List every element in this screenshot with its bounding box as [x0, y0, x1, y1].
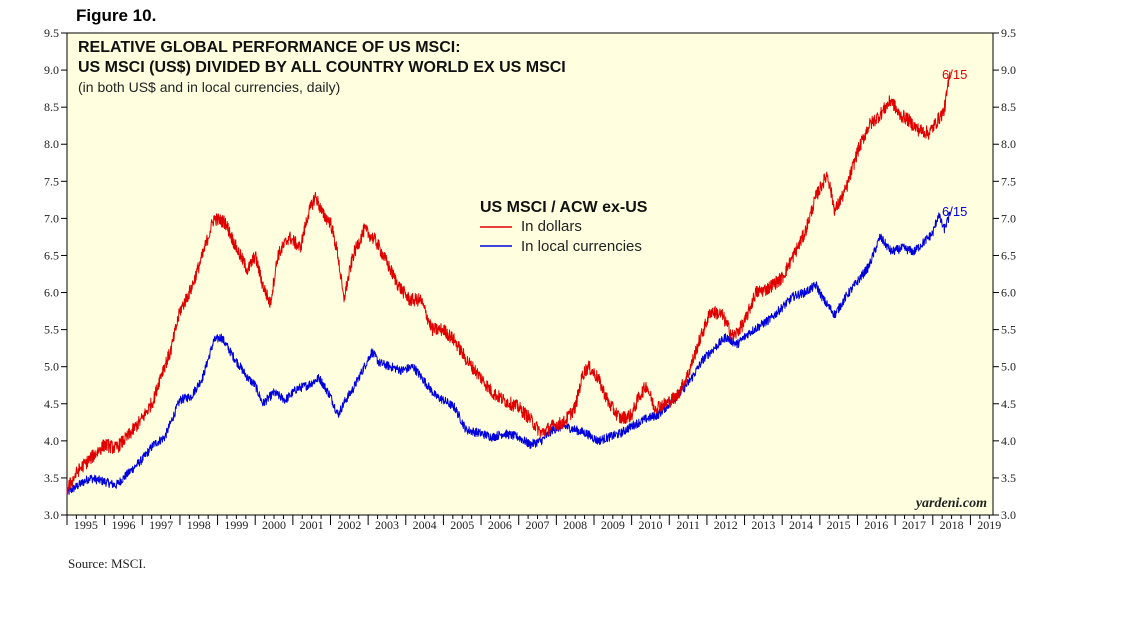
y-tick-label-right: 9.5: [1001, 26, 1016, 40]
x-tick-label: 2014: [789, 518, 813, 532]
x-tick-label: 1996: [111, 518, 135, 532]
chart-title-line2: US MSCI (US$) DIVIDED BY ALL COUNTRY WOR…: [78, 59, 566, 76]
y-tick-label-right: 6.5: [1001, 248, 1016, 262]
x-tick-label: 2004: [413, 518, 437, 532]
y-tick-label-right: 7.5: [1001, 174, 1016, 188]
y-tick-label-right: 7.0: [1001, 211, 1016, 225]
y-tick-label-left: 5.5: [44, 323, 59, 337]
y-tick-label-left: 8.5: [44, 100, 59, 114]
y-tick-label-left: 3.5: [44, 471, 59, 485]
x-tick-label: 2001: [300, 518, 324, 532]
y-tick-label-left: 7.5: [44, 174, 59, 188]
x-tick-label: 2017: [902, 518, 926, 532]
x-tick-label: 2011: [676, 518, 700, 532]
legend-label-dollars: In dollars: [521, 218, 582, 235]
y-tick-label-right: 8.0: [1001, 137, 1016, 151]
figure-label: Figure 10.: [76, 6, 156, 25]
y-tick-label-right: 9.0: [1001, 63, 1016, 77]
y-tick-label-right: 8.5: [1001, 100, 1016, 114]
plot-area: [66, 32, 994, 516]
x-tick-label: 2006: [488, 518, 512, 532]
x-tick-label: 2008: [563, 518, 587, 532]
x-tick-label: 2002: [337, 518, 361, 532]
end-label-dollars: 6/15: [942, 67, 967, 82]
series-line-local: [66, 211, 951, 495]
x-tick-label: 2016: [864, 518, 888, 532]
x-tick-label: 2003: [375, 518, 399, 532]
x-tick-label: 2018: [940, 518, 964, 532]
x-tick-label: 2005: [450, 518, 474, 532]
x-tick-label: 2012: [714, 518, 738, 532]
chart-title: RELATIVE GLOBAL PERFORMANCE OF US MSCI:: [78, 39, 461, 56]
y-tick-label-left: 6.5: [44, 248, 59, 262]
x-tick-label: 1995: [74, 518, 98, 532]
x-tick-label: 1998: [187, 518, 211, 532]
x-tick-label: 2007: [526, 518, 550, 532]
y-tick-label-left: 4.0: [44, 434, 59, 448]
x-tick-label: 2010: [638, 518, 662, 532]
y-tick-label-left: 3.0: [44, 508, 59, 522]
y-tick-label-right: 6.0: [1001, 286, 1016, 300]
x-tick-label: 2000: [262, 518, 286, 532]
x-tick-label: 2019: [977, 518, 1001, 532]
y-tick-label-right: 4.5: [1001, 397, 1016, 411]
x-tick-label: 2013: [751, 518, 775, 532]
watermark: yardeni.com: [914, 496, 987, 511]
x-tick-label: 2015: [827, 518, 851, 532]
y-tick-label-left: 5.0: [44, 360, 59, 374]
end-label-local: 6/15: [942, 204, 967, 219]
y-tick-label-left: 6.0: [44, 286, 59, 300]
y-tick-label-left: 8.0: [44, 137, 59, 151]
legend-title: US MSCI / ACW ex-US: [480, 199, 648, 216]
y-tick-label-right: 3.5: [1001, 471, 1016, 485]
y-tick-label-right: 3.0: [1001, 508, 1016, 522]
source-note: Source: MSCI.: [68, 556, 146, 571]
series-line-dollars: [66, 71, 951, 494]
y-tick-label-left: 9.5: [44, 26, 59, 40]
axis-ticks: 3.0 3.0 3.5 3.5 4.0 4.0 4.5 4.5 5.0 5.0 5.5 5.5 6.0 6…: [44, 26, 1016, 532]
x-tick-label: 1999: [224, 518, 248, 532]
y-tick-label-left: 7.0: [44, 211, 59, 225]
y-tick-label-right: 4.0: [1001, 434, 1016, 448]
y-tick-label-right: 5.0: [1001, 360, 1016, 374]
legend: US MSCI / ACW ex-US In dollars In local …: [480, 199, 648, 255]
chart-subtitle: (in both US$ and in local currencies, da…: [78, 79, 340, 95]
series-layer: [66, 71, 951, 495]
legend-label-local: In local currencies: [521, 238, 642, 255]
y-tick-label-right: 5.5: [1001, 323, 1016, 337]
x-tick-label: 1997: [149, 518, 173, 532]
y-tick-label-left: 9.0: [44, 63, 59, 77]
y-tick-label-left: 4.5: [44, 397, 59, 411]
x-tick-label: 2009: [601, 518, 625, 532]
